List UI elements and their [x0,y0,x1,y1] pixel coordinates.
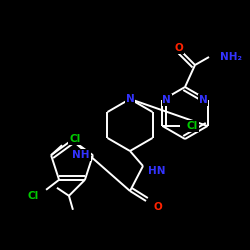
Text: N: N [126,94,134,104]
Text: Cl: Cl [69,134,80,144]
Text: N: N [199,95,207,105]
Text: O: O [174,43,184,53]
Text: NH₂: NH₂ [220,52,242,62]
Text: Cl: Cl [186,121,198,131]
Text: Cl: Cl [28,191,39,201]
Text: NH: NH [72,150,90,160]
Text: O: O [154,202,163,212]
Text: N: N [162,95,171,105]
Text: HN: HN [148,166,166,176]
